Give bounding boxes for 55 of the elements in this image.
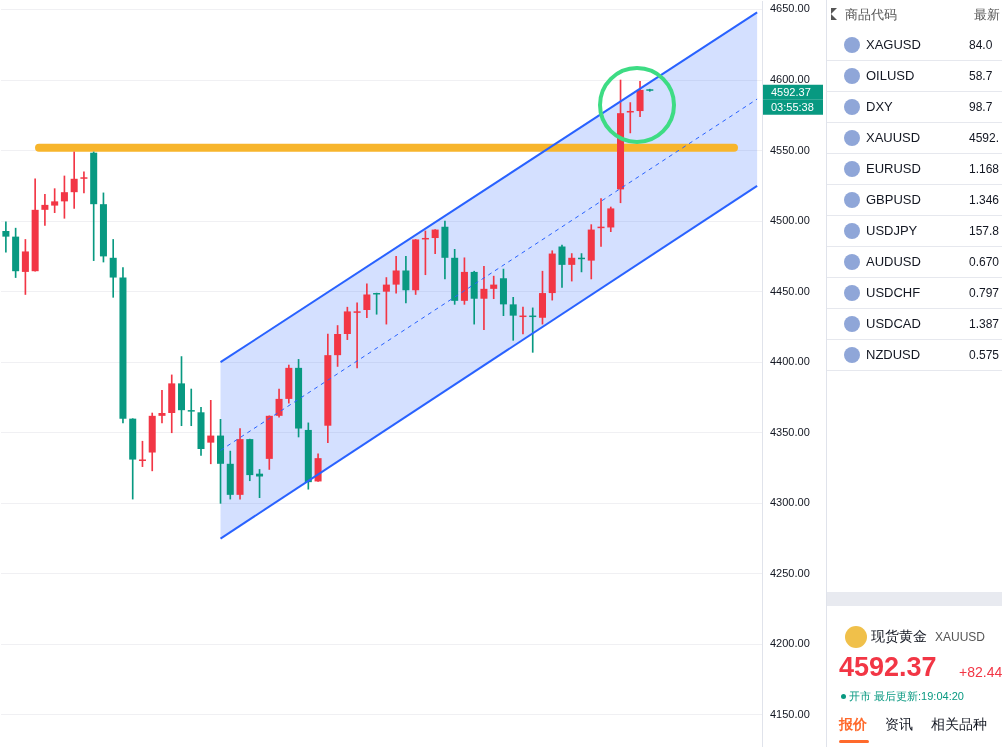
category-label: USDCHF <box>866 285 921 300</box>
text: 98.7 <box>969 100 993 114</box>
y-tick-label: 4450.00 <box>770 284 810 297</box>
text: XAUUSD <box>935 630 986 644</box>
category-label: OILUSD <box>866 68 915 83</box>
category-label: NZDUSD <box>866 347 921 362</box>
y-tick-label: 4300.00 <box>770 496 810 509</box>
candlestick <box>207 399 215 465</box>
y-tick-label: 4250.00 <box>770 566 810 579</box>
text: 4592.37 <box>839 652 937 683</box>
candlestick <box>490 275 498 300</box>
text: 开市 最后更新:19:04:20 <box>849 689 964 704</box>
category-label: EURUSD <box>866 161 921 176</box>
y-tick-label: 4350.00 <box>770 425 810 438</box>
text: 1.346 <box>969 193 1000 207</box>
candlestick <box>353 302 361 369</box>
text: 0.575 <box>969 348 1000 362</box>
candlestick <box>158 390 166 424</box>
text: 资讯 <box>885 716 913 734</box>
category-label: AUDUSD <box>866 254 921 269</box>
text: 报价 <box>839 716 867 734</box>
candlestick <box>70 151 78 209</box>
text: +82.44 <box>959 664 1002 680</box>
text: 4592.37 <box>771 85 811 98</box>
text: 最新 <box>974 6 1000 24</box>
y-tick-label: 4400.00 <box>770 355 810 368</box>
candlestick <box>80 171 88 194</box>
candlestick <box>480 265 488 331</box>
text: 157.8 <box>969 224 1000 238</box>
category-label: GBPUSD <box>866 192 921 207</box>
candlestick <box>41 193 49 226</box>
text: 03:55:38 <box>771 100 814 113</box>
text: 0.797 <box>969 286 1000 300</box>
text: 4592. <box>969 131 1000 145</box>
text: 58.7 <box>969 69 993 83</box>
candlestick <box>2 221 10 253</box>
y-tick-label: 4150.00 <box>770 707 810 720</box>
category-label: XAUUSD <box>866 130 921 145</box>
y-tick-label: 4600.00 <box>770 73 810 86</box>
category-label: USDJPY <box>866 223 918 238</box>
y-tick-label: 4550.00 <box>770 143 810 156</box>
y-tick-label: 4500.00 <box>770 214 810 227</box>
text: 相关品种 <box>931 716 987 734</box>
text: 84.0 <box>969 38 993 52</box>
y-tick-label: 4650.00 <box>770 2 810 15</box>
candlestick <box>187 388 195 427</box>
category-label: XAGUSD <box>866 37 921 52</box>
text: 现货黄金 <box>871 628 927 646</box>
text: 1.387 <box>969 317 1000 331</box>
text: 1.168 <box>969 162 1000 176</box>
category-label: DXY <box>866 99 893 114</box>
category-label: USDCAD <box>866 316 921 331</box>
y-tick-label: 4200.00 <box>770 637 810 650</box>
text: 0.670 <box>969 255 1000 269</box>
text: 商品代码 <box>845 6 897 24</box>
